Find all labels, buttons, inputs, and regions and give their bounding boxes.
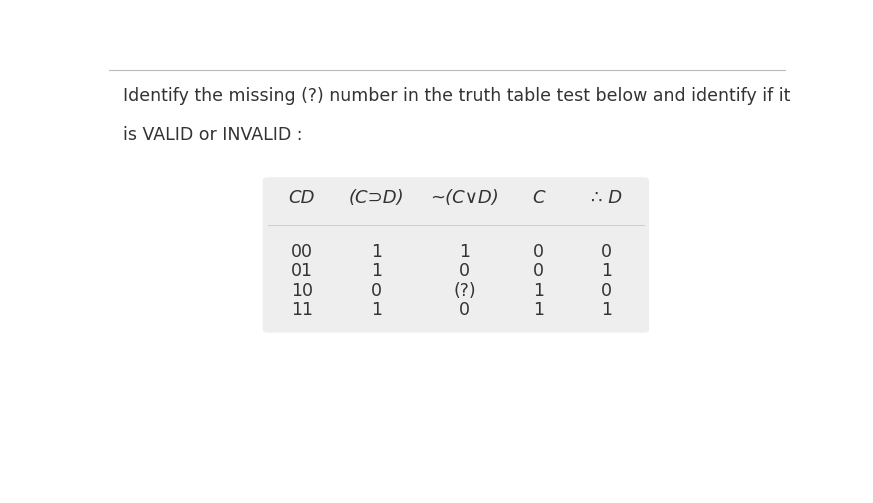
Text: 11: 11: [291, 301, 313, 319]
Text: CD: CD: [289, 189, 315, 207]
Text: (C⊃D): (C⊃D): [348, 189, 404, 207]
Text: 1: 1: [533, 301, 544, 319]
Text: 0: 0: [371, 282, 382, 300]
Text: 1: 1: [371, 301, 382, 319]
Text: 0: 0: [533, 263, 544, 281]
Text: Identify the missing (?) number in the truth table test below and identify if it: Identify the missing (?) number in the t…: [122, 88, 790, 106]
Text: 0: 0: [601, 282, 612, 300]
Text: 00: 00: [291, 243, 313, 261]
Text: ∴ D: ∴ D: [591, 189, 622, 207]
Text: is VALID or INVALID :: is VALID or INVALID :: [122, 126, 302, 144]
Text: 0: 0: [601, 243, 612, 261]
Text: 1: 1: [601, 263, 612, 281]
Text: ~(C∨D): ~(C∨D): [430, 189, 498, 207]
Text: 10: 10: [291, 282, 313, 300]
Text: 1: 1: [533, 282, 544, 300]
Text: 0: 0: [459, 301, 470, 319]
Text: 01: 01: [291, 263, 313, 281]
Text: 1: 1: [601, 301, 612, 319]
Text: 1: 1: [459, 243, 470, 261]
Text: 1: 1: [371, 243, 382, 261]
Text: C: C: [533, 189, 545, 207]
FancyBboxPatch shape: [263, 178, 649, 332]
Text: 0: 0: [459, 263, 470, 281]
Text: 0: 0: [533, 243, 544, 261]
Text: 1: 1: [371, 263, 382, 281]
Text: (?): (?): [453, 282, 476, 300]
